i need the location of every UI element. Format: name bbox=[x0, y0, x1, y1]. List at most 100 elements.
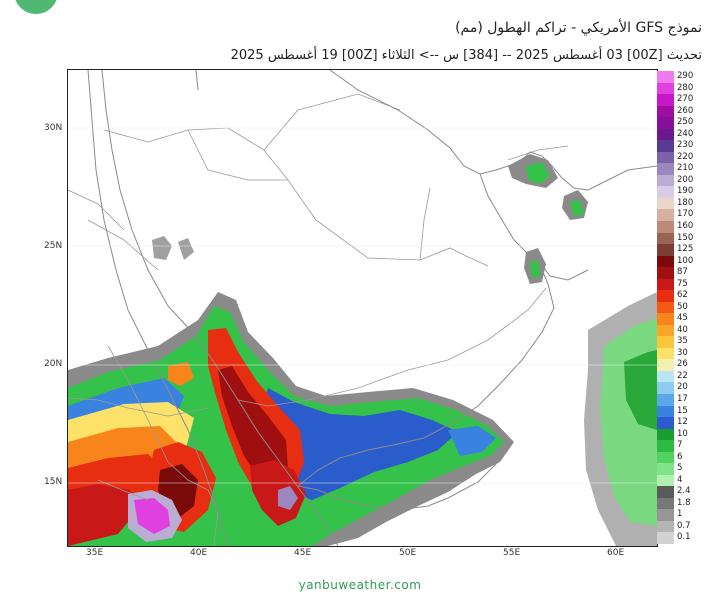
legend-label: 160 bbox=[677, 220, 694, 231]
legend-label: 12 bbox=[677, 417, 688, 428]
legend-swatch bbox=[657, 463, 674, 475]
legend-row: 10 bbox=[657, 428, 699, 441]
legend-label: 2.4 bbox=[677, 486, 691, 497]
legend-label: 87 bbox=[677, 267, 688, 278]
legend-swatch bbox=[657, 451, 674, 464]
precipitation-map bbox=[67, 69, 658, 547]
legend-label: 170 bbox=[677, 209, 694, 220]
legend-swatch bbox=[657, 209, 674, 221]
legend-row: 20 bbox=[657, 382, 699, 395]
legend-label: 190 bbox=[677, 186, 694, 197]
legend-label: 150 bbox=[677, 232, 694, 243]
legend-swatch bbox=[657, 186, 674, 198]
legend-label: 200 bbox=[677, 174, 694, 185]
legend-row: 12 bbox=[657, 417, 699, 429]
legend-swatch bbox=[657, 244, 674, 256]
legend-row: 210 bbox=[657, 163, 699, 175]
legend-label: 45 bbox=[677, 313, 688, 324]
legend-swatch bbox=[657, 151, 674, 164]
legend-swatch bbox=[657, 440, 674, 452]
legend-swatch bbox=[657, 324, 674, 337]
legend-swatch bbox=[657, 313, 674, 325]
map-title: نموذج GFS الأمريكي - تراكم الهطول (مم) bbox=[455, 20, 702, 36]
legend-row: 160 bbox=[657, 220, 699, 233]
legend-label: 270 bbox=[677, 94, 694, 105]
legend-label: 210 bbox=[677, 163, 694, 174]
legend-swatch bbox=[657, 394, 674, 406]
legend-row: 15 bbox=[657, 405, 699, 418]
lon-label-55e: 55E bbox=[503, 548, 521, 558]
legend-swatch bbox=[657, 405, 674, 418]
legend-label: 290 bbox=[677, 71, 694, 81]
legend-swatch bbox=[657, 71, 674, 83]
lat-label-15n: 15N bbox=[44, 477, 63, 487]
legend-swatch bbox=[657, 140, 674, 152]
legend-label: 50 bbox=[677, 301, 688, 312]
legend-label: 10 bbox=[677, 428, 688, 439]
legend-swatch bbox=[657, 82, 674, 95]
lat-label-25n: 25N bbox=[44, 241, 63, 251]
legend-label: 0.1 bbox=[677, 532, 691, 543]
legend-swatch bbox=[657, 509, 674, 521]
legend-row: 45 bbox=[657, 313, 699, 325]
legend-swatch bbox=[657, 474, 674, 487]
precip-color-legend: 290 280 270 260 250 240 230 220 210 200 190 180 170 1… bbox=[657, 71, 699, 544]
legend-label: 260 bbox=[677, 105, 694, 116]
legend-row: 200 bbox=[657, 174, 699, 187]
legend-row: 260 bbox=[657, 105, 699, 118]
legend-row: 220 bbox=[657, 151, 699, 164]
lon-label-40e: 40E bbox=[190, 548, 208, 558]
legend-label: 0.7 bbox=[677, 520, 691, 531]
legend-swatch bbox=[657, 220, 674, 233]
legend-row: 0.7 bbox=[657, 520, 699, 533]
legend-label: 20 bbox=[677, 382, 688, 393]
legend-row: 250 bbox=[657, 117, 699, 129]
legend-label: 40 bbox=[677, 324, 688, 335]
legend-swatch bbox=[657, 128, 674, 141]
legend-swatch bbox=[657, 520, 674, 533]
legend-swatch bbox=[657, 359, 674, 371]
legend-swatch bbox=[657, 290, 674, 302]
legend-label: 17 bbox=[677, 394, 688, 405]
legend-swatch bbox=[657, 255, 674, 268]
legend-swatch bbox=[657, 532, 674, 544]
site-footer-url[interactable]: yanbuweather.com bbox=[298, 578, 422, 592]
legend-label: 230 bbox=[677, 140, 694, 151]
legend-label: 26 bbox=[677, 359, 688, 370]
coastlines bbox=[87, 70, 657, 546]
legend-label: 250 bbox=[677, 117, 694, 128]
legend-label: 62 bbox=[677, 290, 688, 301]
lon-label-60e: 60E bbox=[607, 548, 625, 558]
legend-label: 1.8 bbox=[677, 497, 691, 508]
legend-row: 150 bbox=[657, 232, 699, 245]
legend-swatch bbox=[657, 94, 674, 106]
lat-label-30n: 30N bbox=[44, 123, 63, 133]
legend-swatch bbox=[657, 428, 674, 441]
legend-row: 170 bbox=[657, 209, 699, 221]
legend-row: 75 bbox=[657, 278, 699, 291]
legend-label: 7 bbox=[677, 440, 683, 451]
legend-swatch bbox=[657, 278, 674, 291]
map-subtitle: تحديث [00Z] 03 أغسطس 2025 -- [384] س -->… bbox=[230, 48, 702, 63]
legend-row: 125 bbox=[657, 244, 699, 256]
legend-row: 1.8 bbox=[657, 497, 699, 510]
legend-swatch bbox=[657, 163, 674, 175]
legend-swatch bbox=[657, 336, 674, 348]
lon-label-35e: 35E bbox=[86, 548, 104, 558]
legend-swatch bbox=[657, 174, 674, 187]
legend-row: 0.1 bbox=[657, 532, 699, 544]
legend-label: 1 bbox=[677, 509, 683, 520]
legend-row: 180 bbox=[657, 197, 699, 210]
legend-label: 220 bbox=[677, 151, 694, 162]
legend-row: 17 bbox=[657, 394, 699, 406]
legend-row: 240 bbox=[657, 128, 699, 141]
lon-label-50e: 50E bbox=[399, 548, 417, 558]
legend-row: 290 bbox=[657, 71, 699, 83]
legend-swatch bbox=[657, 347, 674, 360]
legend-row: 6 bbox=[657, 451, 699, 464]
site-logo-corner bbox=[14, 0, 58, 14]
legend-label: 100 bbox=[677, 255, 694, 266]
legend-label: 4 bbox=[677, 474, 683, 485]
legend-row: 270 bbox=[657, 94, 699, 106]
legend-row: 100 bbox=[657, 255, 699, 268]
